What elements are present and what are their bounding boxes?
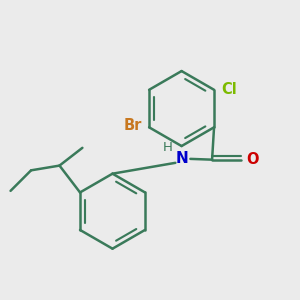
Text: N: N [176, 152, 189, 166]
Text: Br: Br [124, 118, 142, 133]
Text: H: H [163, 141, 172, 154]
Text: O: O [246, 152, 259, 167]
Text: Cl: Cl [221, 82, 237, 97]
